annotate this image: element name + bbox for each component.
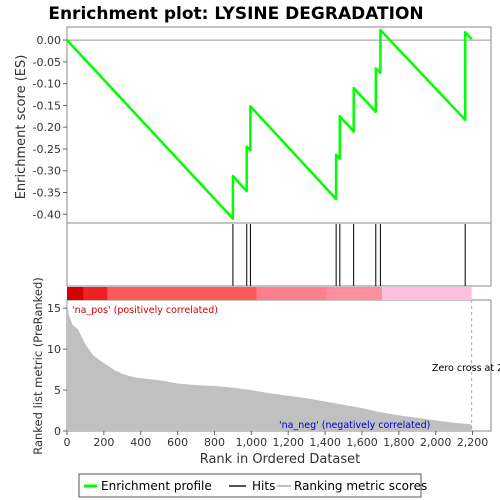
legend-box bbox=[78, 473, 422, 498]
x-tick-label: 1,600 bbox=[346, 436, 378, 449]
x-tick-label: 1,000 bbox=[236, 436, 268, 449]
x-tick-label: 2,000 bbox=[420, 436, 452, 449]
es-y-tick-label: 0.00 bbox=[37, 34, 62, 47]
metric-y-tick-label: 5 bbox=[54, 384, 61, 397]
enrichment-profile-line bbox=[66, 28, 473, 220]
x-tick-label: 1,800 bbox=[383, 436, 415, 449]
x-tick-label: 200 bbox=[93, 436, 114, 449]
es-y-axis-label: Enrichment score (ES) bbox=[14, 55, 29, 200]
legend-label-enrichment-profile: Enrichment profile bbox=[101, 479, 212, 493]
color-bar-segment bbox=[382, 287, 472, 300]
ranking-metric-area bbox=[67, 301, 472, 431]
legend-label-hits: Hits bbox=[252, 479, 275, 493]
positive-correlation-label: 'na_pos' (positively correlated) bbox=[72, 305, 218, 316]
es-y-tick-label: -0.15 bbox=[33, 99, 61, 112]
es-y-tick-label: -0.30 bbox=[33, 165, 61, 178]
es-y-tick-label: -0.40 bbox=[33, 208, 61, 221]
metric-y-ticks: 0 5 10 15 bbox=[47, 302, 67, 438]
es-y-tick-label: -0.20 bbox=[33, 121, 61, 134]
es-y-tick-label: -0.25 bbox=[33, 143, 61, 156]
negative-correlation-label: 'na_neg' (negatively correlated) bbox=[279, 420, 430, 431]
hit-lines-group bbox=[232, 224, 466, 286]
es-y-tick-label: -0.35 bbox=[33, 187, 61, 200]
hits-panel-frame bbox=[66, 222, 492, 287]
es-y-tick-label: -0.10 bbox=[33, 78, 61, 91]
metric-y-axis-label: Ranked list metric (PreRanked) bbox=[31, 277, 45, 455]
x-tick-label: 400 bbox=[130, 436, 151, 449]
chart-title: Enrichment plot: LYSINE DEGRADATION bbox=[48, 4, 423, 24]
metric-area-group bbox=[67, 300, 473, 431]
es-y-ticks: 0.00 -0.05 -0.10 -0.15 -0.20 -0.25 -0.30 -0.35 -… bbox=[33, 34, 67, 221]
es-y-tick-label: -0.05 bbox=[33, 56, 61, 69]
x-tick-label: 1,200 bbox=[272, 436, 304, 449]
es-panel-frame bbox=[66, 26, 492, 224]
color-bar-segment bbox=[107, 287, 257, 300]
es-line-group bbox=[66, 28, 473, 220]
metric-y-tick-label: 10 bbox=[47, 343, 61, 356]
zero-cross-label: Zero cross at 2 bbox=[432, 363, 500, 374]
metric-x-ticks: 0 200 400 600 800 1,000 1,200 1,400 1,600 1,800 2,… bbox=[64, 431, 489, 449]
legend-label-ranking-metric-scores: Ranking metric scores bbox=[294, 479, 427, 493]
color-bar-segment bbox=[83, 287, 108, 300]
x-axis-label: Rank in Ordered Dataset bbox=[200, 452, 361, 467]
color-bar-segment bbox=[326, 287, 383, 300]
color-bar-segment bbox=[67, 287, 84, 300]
color-bar-segment bbox=[256, 287, 327, 300]
metric-y-tick-label: 0 bbox=[54, 425, 61, 438]
rank-color-bar bbox=[67, 287, 472, 300]
x-tick-label: 1,400 bbox=[309, 436, 341, 449]
x-tick-label: 0 bbox=[64, 436, 71, 449]
x-tick-label: 2,200 bbox=[457, 436, 489, 449]
x-tick-label: 800 bbox=[204, 436, 225, 449]
metric-y-tick-label: 15 bbox=[47, 302, 61, 315]
x-tick-label: 600 bbox=[167, 436, 188, 449]
